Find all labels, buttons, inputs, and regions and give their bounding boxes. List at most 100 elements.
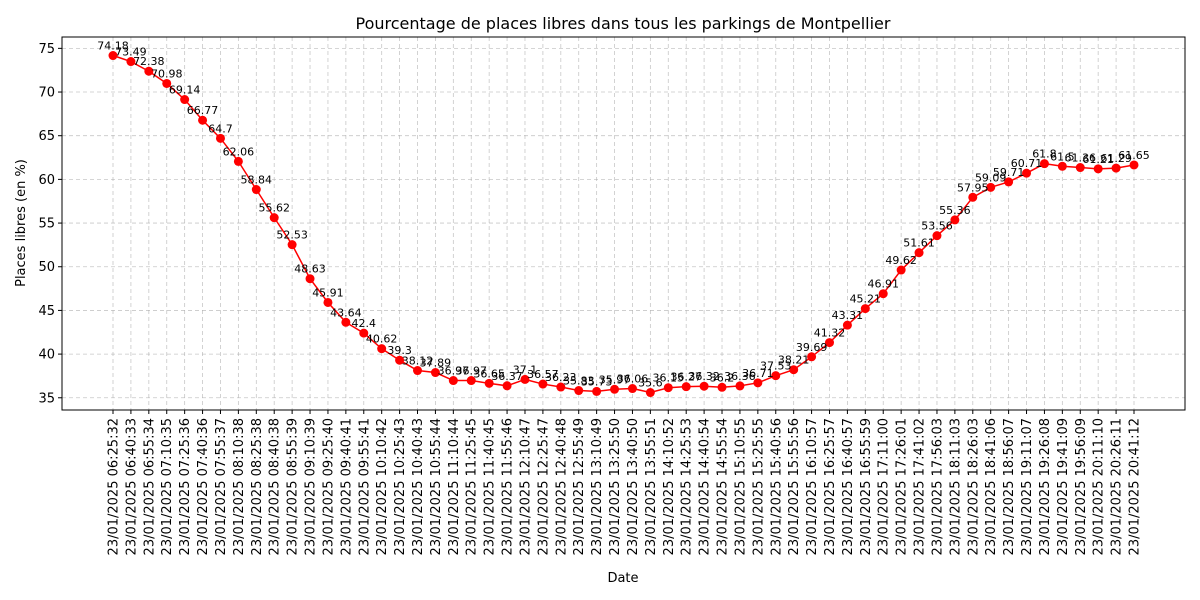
x-tick-label: 23/01/2025 17:56:03 xyxy=(930,418,945,555)
x-tick-label: 23/01/2025 13:40:50 xyxy=(626,418,641,555)
data-label: 48.63 xyxy=(294,263,326,276)
y-tick-label: 65 xyxy=(38,129,55,144)
x-tick-label: 23/01/2025 16:25:57 xyxy=(823,418,838,555)
x-tick-label: 23/01/2025 07:40:36 xyxy=(196,418,211,555)
x-tick-label: 23/01/2025 07:25:36 xyxy=(178,418,193,555)
data-label: 59.71 xyxy=(993,166,1025,179)
x-tick-label: 23/01/2025 20:41:12 xyxy=(1128,418,1143,555)
data-point xyxy=(1057,161,1067,171)
x-tick-label: 23/01/2025 09:40:41 xyxy=(339,418,354,555)
x-tick-label: 23/01/2025 15:55:56 xyxy=(787,418,802,555)
y-tick-label: 75 xyxy=(38,42,55,57)
x-tick-label: 23/01/2025 19:41:09 xyxy=(1056,418,1071,555)
y-tick-label: 45 xyxy=(38,304,55,319)
x-tick-label: 23/01/2025 13:25:50 xyxy=(608,418,623,555)
data-point xyxy=(162,78,172,88)
data-label: 35.83 xyxy=(563,375,595,388)
data-label: 45.91 xyxy=(312,286,344,299)
data-point xyxy=(753,378,763,388)
x-tick-label: 23/01/2025 16:40:57 xyxy=(841,418,856,555)
x-tick-label: 23/01/2025 18:41:06 xyxy=(984,418,999,555)
data-point xyxy=(413,366,423,376)
data-label: 66.77 xyxy=(187,104,219,117)
data-point xyxy=(1075,163,1085,173)
data-point xyxy=(1129,160,1139,170)
data-label: 62.06 xyxy=(223,145,255,158)
data-label: 55.36 xyxy=(939,204,971,217)
data-point xyxy=(824,338,834,348)
x-tick-label: 23/01/2025 17:41:02 xyxy=(913,418,928,555)
data-point xyxy=(627,384,637,394)
data-point xyxy=(233,156,243,166)
data-point xyxy=(520,374,530,384)
x-tick-label: 23/01/2025 19:11:07 xyxy=(1020,418,1035,555)
x-tick-label: 23/01/2025 08:25:38 xyxy=(250,418,265,555)
series-polyline xyxy=(112,54,1135,394)
x-tick-label: 23/01/2025 11:40:45 xyxy=(483,418,498,555)
data-point xyxy=(180,95,190,105)
data-label: 41.32 xyxy=(814,327,846,340)
data-point xyxy=(1022,168,1032,178)
data-label: 59.09 xyxy=(975,171,1007,184)
x-tick-label: 23/01/2025 19:56:09 xyxy=(1074,418,1089,555)
x-tick-label: 23/01/2025 10:40:43 xyxy=(411,418,426,555)
data-label: 52.53 xyxy=(276,229,308,242)
data-point xyxy=(108,51,118,61)
x-tick-label: 23/01/2025 14:10:52 xyxy=(662,418,677,555)
data-point xyxy=(126,57,136,67)
y-tick-label: 50 xyxy=(38,260,55,275)
x-tick-label: 23/01/2025 17:11:00 xyxy=(877,418,892,555)
x-tick-label: 23/01/2025 14:25:53 xyxy=(680,418,695,555)
data-point xyxy=(663,383,673,393)
data-label: 36.57 xyxy=(527,368,559,381)
y-tick-label: 70 xyxy=(38,86,55,101)
data-point xyxy=(251,185,261,195)
data-label: 55.62 xyxy=(258,202,290,215)
data-label: 36.65 xyxy=(473,367,505,380)
data-label: 37.53 xyxy=(760,360,792,373)
x-tick-label: 23/01/2025 12:25:47 xyxy=(536,418,551,555)
data-label: 51.61 xyxy=(903,237,935,250)
data-point xyxy=(1111,163,1121,173)
data-point xyxy=(789,365,799,375)
data-point xyxy=(1039,159,1049,169)
x-tick-label: 23/01/2025 16:55:59 xyxy=(859,418,874,555)
data-point xyxy=(896,265,906,275)
data-point xyxy=(717,382,727,392)
x-tick-label: 23/01/2025 07:55:37 xyxy=(214,418,229,555)
data-point xyxy=(323,297,333,307)
data-point xyxy=(1093,164,1103,174)
data-point xyxy=(950,215,960,225)
data-point xyxy=(574,386,584,396)
x-tick-label: 23/01/2025 18:11:03 xyxy=(948,418,963,555)
data-point xyxy=(448,376,458,386)
data-point xyxy=(681,382,691,392)
data-label: 58.84 xyxy=(241,174,273,187)
data-label: 39.69 xyxy=(796,341,828,354)
x-tick-label: 23/01/2025 11:10:44 xyxy=(447,418,462,555)
data-point xyxy=(377,344,387,354)
data-label: 35.97 xyxy=(599,373,631,386)
y-axis-ticks: 35 40 45 50 55 60 65 70 75 xyxy=(38,42,62,406)
data-label: 72.38 xyxy=(133,55,165,68)
x-tick-label: 23/01/2025 19:26:08 xyxy=(1038,418,1053,555)
x-tick-label: 23/01/2025 06:25:32 xyxy=(107,418,122,555)
data-label: 37.89 xyxy=(420,357,452,370)
data-point xyxy=(287,240,297,250)
data-point xyxy=(144,66,154,76)
data-label: 36.36 xyxy=(724,370,756,383)
x-tick-label: 23/01/2025 06:55:34 xyxy=(142,418,157,555)
data-label: 49.62 xyxy=(885,254,917,267)
data-point xyxy=(932,231,942,241)
data-label: 36.97 xyxy=(455,365,487,378)
data-label: 36.97 xyxy=(438,365,470,378)
x-tick-label: 23/01/2025 14:55:54 xyxy=(716,418,731,555)
data-point xyxy=(968,192,978,202)
data-label: 57.95 xyxy=(957,181,989,194)
data-point xyxy=(269,213,279,223)
x-tick-label: 23/01/2025 13:55:51 xyxy=(644,418,659,555)
data-point xyxy=(807,352,817,362)
x-tick-label: 23/01/2025 18:56:07 xyxy=(1002,418,1017,555)
data-point xyxy=(1004,177,1014,187)
